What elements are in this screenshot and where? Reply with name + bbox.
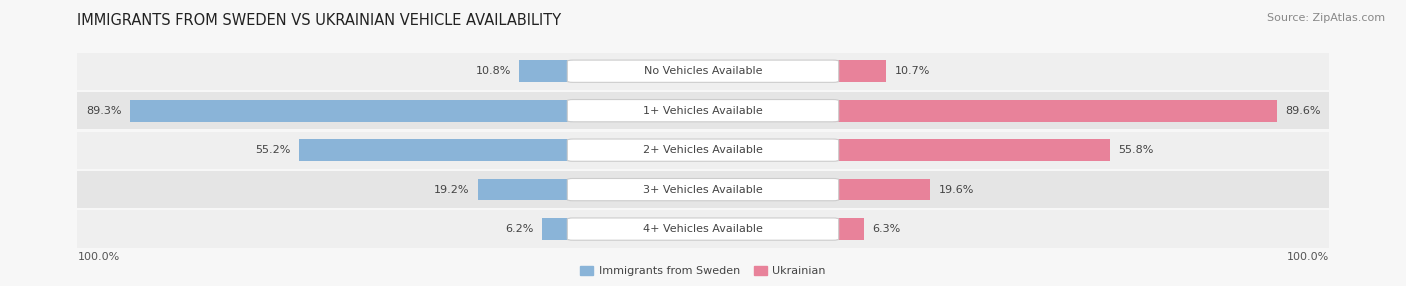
Text: 6.2%: 6.2% xyxy=(505,224,534,234)
FancyBboxPatch shape xyxy=(567,100,839,122)
Legend: Immigrants from Sweden, Ukrainian: Immigrants from Sweden, Ukrainian xyxy=(575,261,831,281)
Text: 100.0%: 100.0% xyxy=(77,252,120,262)
Text: 1+ Vehicles Available: 1+ Vehicles Available xyxy=(643,106,763,116)
FancyBboxPatch shape xyxy=(567,218,839,240)
Text: 89.3%: 89.3% xyxy=(86,106,122,116)
Text: 6.3%: 6.3% xyxy=(873,224,901,234)
Text: 19.2%: 19.2% xyxy=(434,185,470,194)
Text: 55.8%: 55.8% xyxy=(1118,145,1153,155)
Text: Source: ZipAtlas.com: Source: ZipAtlas.com xyxy=(1267,13,1385,23)
FancyBboxPatch shape xyxy=(567,178,839,201)
Text: 4+ Vehicles Available: 4+ Vehicles Available xyxy=(643,224,763,234)
Text: IMMIGRANTS FROM SWEDEN VS UKRAINIAN VEHICLE AVAILABILITY: IMMIGRANTS FROM SWEDEN VS UKRAINIAN VEHI… xyxy=(77,13,561,28)
FancyBboxPatch shape xyxy=(567,139,839,161)
Text: No Vehicles Available: No Vehicles Available xyxy=(644,66,762,76)
Text: 3+ Vehicles Available: 3+ Vehicles Available xyxy=(643,185,763,194)
Text: 89.6%: 89.6% xyxy=(1285,106,1322,116)
Text: 2+ Vehicles Available: 2+ Vehicles Available xyxy=(643,145,763,155)
Text: 19.6%: 19.6% xyxy=(939,185,974,194)
Text: 10.7%: 10.7% xyxy=(894,66,929,76)
Text: 55.2%: 55.2% xyxy=(256,145,291,155)
FancyBboxPatch shape xyxy=(567,60,839,82)
Text: 10.8%: 10.8% xyxy=(475,66,510,76)
Text: 100.0%: 100.0% xyxy=(1286,252,1329,262)
